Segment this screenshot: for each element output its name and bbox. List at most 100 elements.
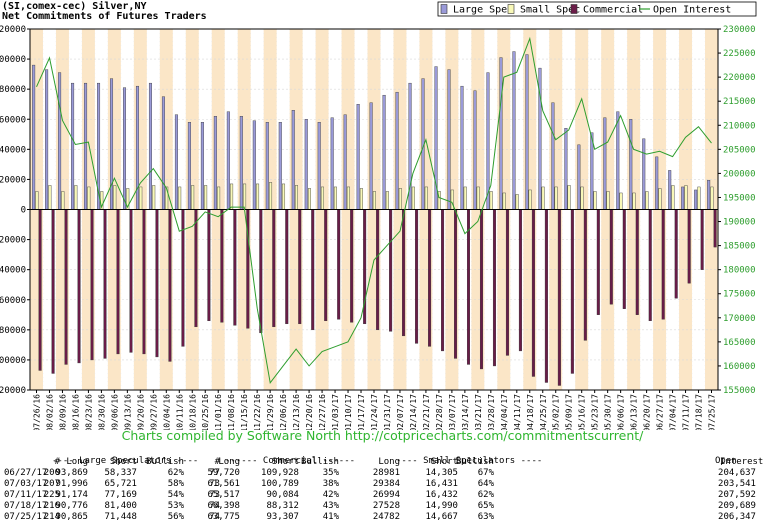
cell-ls-bull: 58% xyxy=(167,479,184,489)
x-tick-label: 12/13/16 xyxy=(292,394,301,430)
small-spec-bar xyxy=(385,191,389,210)
small-spec-bar xyxy=(424,186,428,210)
cell-ss-long: 28981 xyxy=(372,468,400,478)
x-tick-label: 08/16/16 xyxy=(71,394,80,430)
row-date: 07/03/17 xyxy=(4,479,48,489)
x-tick-label: 01/17/17 xyxy=(357,394,366,430)
large-spec-bar xyxy=(694,189,698,210)
cell-ss-short: 14,305 xyxy=(425,468,458,478)
commercial-bar xyxy=(90,209,94,361)
large-spec-bar xyxy=(447,69,451,210)
x-tick-label: 11/01/16 xyxy=(214,394,223,430)
commercial-bar xyxy=(609,209,613,305)
y-right-tick-label: 155000 xyxy=(723,386,756,396)
small-spec-bar xyxy=(178,186,182,210)
y-right-tick-label: 175000 xyxy=(723,290,756,300)
x-tick-label: 01/31/17 xyxy=(383,394,392,430)
large-spec-bar xyxy=(395,91,399,210)
cell-ls-short: 58,337 xyxy=(104,468,137,478)
row-date: 06/27/17 xyxy=(4,468,48,478)
large-spec-bar xyxy=(603,117,607,210)
cell-c-n: 74 xyxy=(209,512,220,522)
cell-c-bull: 38% xyxy=(322,479,339,489)
cell-ss-bull: 65% xyxy=(477,501,494,511)
commercial-bar xyxy=(142,209,146,355)
cell-c-bull: 41% xyxy=(322,512,339,522)
large-spec-bar xyxy=(278,122,282,210)
large-spec-bar xyxy=(226,111,230,210)
x-tick-label: 02/28/17 xyxy=(435,394,444,430)
large-spec-bar xyxy=(252,120,256,210)
large-spec-bar xyxy=(174,114,178,210)
small-spec-bar xyxy=(243,183,247,210)
x-tick-label: 11/15/16 xyxy=(240,394,249,430)
cell-ss-bull: 67% xyxy=(477,468,494,478)
small-spec-bar xyxy=(554,186,558,210)
large-spec-bar xyxy=(551,102,555,210)
cell-ss-short: 14,667 xyxy=(425,512,458,522)
cell-ls-bull: 62% xyxy=(167,468,184,478)
col-header: Short xyxy=(109,457,137,467)
legend-label-large-spec: Large Spec xyxy=(453,5,513,16)
small-spec-bar xyxy=(35,191,39,210)
cell-ls-short: 71,448 xyxy=(104,512,137,522)
y-left-tick-label: 40000 xyxy=(0,145,26,155)
small-spec-bar xyxy=(320,186,324,210)
small-spec-bar xyxy=(152,185,156,210)
commercial-bar xyxy=(389,209,393,332)
cell-ls-long: 91,996 xyxy=(55,479,88,489)
large-spec-bar xyxy=(707,179,711,210)
x-tick-label: 03/07/17 xyxy=(448,394,457,430)
cell-ls-long: 90,776 xyxy=(55,501,88,511)
cell-c-short: 93,307 xyxy=(266,512,299,522)
y-right-tick-label: 205000 xyxy=(723,145,756,155)
x-tick-label: 10/18/16 xyxy=(188,394,197,430)
small-spec-bar xyxy=(333,186,337,210)
large-spec-bar xyxy=(642,138,646,210)
x-tick-label: 07/11/17 xyxy=(682,394,691,430)
chart-credit[interactable]: Charts compiled by Software North http:/… xyxy=(121,428,644,443)
commercial-bar xyxy=(155,209,159,358)
commercial-bar xyxy=(518,209,522,352)
open-interest-line xyxy=(36,36,712,385)
small-spec-bar xyxy=(269,182,273,210)
commercial-bar xyxy=(492,209,496,367)
commercial-bar xyxy=(544,209,548,383)
cell-c-long: 66,398 xyxy=(207,501,240,511)
x-tick-label: 06/27/17 xyxy=(656,394,665,430)
commercial-bar xyxy=(428,209,432,347)
commercial-bar xyxy=(220,209,224,323)
small-spec-bar xyxy=(528,189,532,210)
small-spec-bar xyxy=(256,183,260,210)
small-spec-bar xyxy=(61,191,65,210)
y-right-tick-label: 215000 xyxy=(723,97,756,107)
large-spec-bar xyxy=(58,72,62,210)
large-spec-bar xyxy=(110,78,114,210)
cell-ls-n: 225 xyxy=(43,490,60,500)
small-spec-bar xyxy=(359,188,363,210)
x-tick-label: 01/03/17 xyxy=(331,394,340,430)
header-small-spec: ---- Small Speculators ---- xyxy=(396,456,543,466)
col-header: Long xyxy=(66,457,88,467)
small-spec-bar xyxy=(515,194,519,210)
x-tick-label: 07/26/16 xyxy=(32,394,41,430)
commercial-bar xyxy=(285,209,289,325)
commercial-bar xyxy=(350,209,354,323)
large-spec-bar xyxy=(291,110,295,210)
commercial-bar xyxy=(467,209,471,365)
small-spec-bar xyxy=(346,186,350,210)
large-spec-bar xyxy=(629,119,633,210)
x-tick-label: 05/02/17 xyxy=(552,394,561,430)
cell-c-short: 88,312 xyxy=(266,501,299,511)
large-spec-bar xyxy=(486,72,490,210)
cell-oi: 209,689 xyxy=(718,501,756,511)
cell-c-long: 61,561 xyxy=(207,479,240,489)
x-tick-label: 11/22/16 xyxy=(253,394,262,430)
cell-c-short: 100,789 xyxy=(261,479,299,489)
small-spec-bar xyxy=(671,185,675,210)
small-spec-bar xyxy=(191,185,195,210)
small-spec-bar xyxy=(307,188,311,210)
y-left-tick-label: 20000 xyxy=(0,175,26,185)
col-header: # xyxy=(54,457,60,467)
commercial-bar xyxy=(324,209,328,322)
